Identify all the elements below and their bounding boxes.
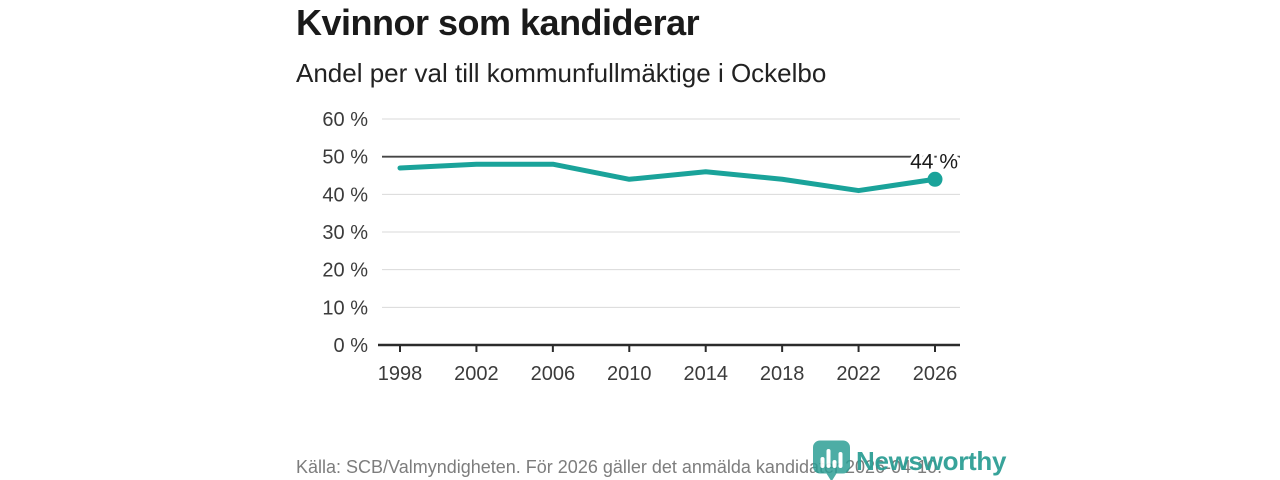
x-tick-label: 2014 (683, 363, 728, 385)
y-tick-label: 60 % (322, 109, 368, 131)
newsworthy-logo-icon (813, 440, 850, 480)
x-tick-label: 2026 (913, 363, 958, 385)
y-tick-label: 0 % (334, 335, 369, 357)
x-tick-label: 2002 (454, 363, 499, 385)
y-tick-label: 20 % (322, 260, 368, 282)
x-tick-label: 2010 (607, 363, 652, 385)
x-tick-label: 2006 (531, 363, 576, 385)
y-tick-label: 50 % (322, 147, 368, 169)
x-tick-label: 2022 (836, 363, 881, 385)
source-text: Källa: SCB/Valmyndigheten. För 2026 gäll… (296, 457, 943, 477)
x-tick-label: 2018 (760, 363, 805, 385)
x-tick-label: 1998 (378, 363, 423, 385)
data-line (397, 161, 938, 194)
end-value-label: 44 % (910, 150, 958, 173)
chart-subtitle: Andel per val till kommunfullmäktige i O… (296, 58, 827, 88)
chart-title: Kvinnor som kandiderar (296, 2, 700, 43)
end-point-marker (927, 171, 943, 187)
y-tick-label: 10 % (322, 297, 368, 319)
newsworthy-wordmark: Newsworthy (856, 445, 1007, 476)
y-tick-label: 40 % (322, 184, 368, 206)
y-tick-label: 30 % (322, 222, 368, 244)
newsworthy-logo: Newsworthy (812, 440, 1006, 480)
line-chart: 0 % 10 % 20 % 30 % 40 % 50 % 60 % 1998 2002 2006 2… (300, 98, 980, 403)
line-chart-svg: 0 % 10 % 20 % 30 % 40 % 50 % 60 % 1998 2002 2006 2… (322, 109, 961, 385)
